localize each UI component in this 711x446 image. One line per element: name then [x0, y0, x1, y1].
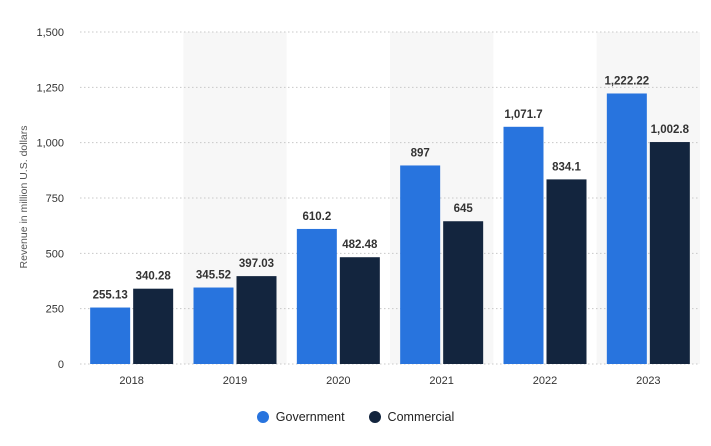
y-tick-label: 250 — [46, 304, 64, 316]
bars: 255.13 340.28 345.52 397.03 610.2 482.48 897 64… — [90, 75, 690, 365]
bar-government-2023 — [606, 93, 647, 365]
y-tick-label: 500 — [46, 248, 64, 260]
x-tick-label: 2023 — [636, 375, 660, 387]
legend-swatch-government — [256, 411, 269, 423]
legend-item-commercial[interactable]: Commercial — [368, 410, 455, 424]
gridlines — [80, 31, 700, 365]
data-label: 610.2 — [302, 211, 331, 223]
bar-government-2019 — [193, 287, 234, 364]
bar-commercial-2020 — [339, 257, 380, 364]
bar-commercial-2018 — [133, 288, 174, 364]
data-label: 345.52 — [196, 270, 231, 282]
x-tick-label: 2022 — [533, 375, 557, 387]
x-tick-label: 2018 — [119, 375, 143, 387]
data-label: 645 — [454, 203, 474, 215]
x-tick-label: 2019 — [223, 375, 247, 387]
bar-commercial-2021 — [443, 221, 484, 364]
data-label: 397.03 — [239, 258, 274, 270]
x-axis-ticks: 2018 2019 2020 2021 2022 2023 — [119, 375, 660, 387]
bar-commercial-2019 — [236, 276, 277, 364]
legend: Government Commercial — [0, 410, 711, 424]
bar-government-2020 — [296, 228, 337, 364]
bar-government-2022 — [503, 126, 544, 365]
y-tick-label: 750 — [46, 193, 64, 205]
y-tick-label: 1,500 — [36, 27, 64, 39]
legend-swatch-commercial — [368, 411, 381, 423]
y-axis-label: Revenue in million U.S. dollars — [18, 126, 30, 269]
y-axis-ticks: 0 250 500 750 1,000 1,250 1,500 — [36, 27, 64, 371]
x-tick-label: 2020 — [326, 375, 350, 387]
data-label: 897 — [411, 147, 430, 159]
y-tick-label: 1,000 — [36, 138, 64, 150]
data-label: 482.48 — [342, 239, 378, 251]
data-label: 834.1 — [552, 161, 581, 173]
bar-government-2021 — [400, 165, 441, 364]
data-label: 255.13 — [93, 290, 128, 302]
x-tick-label: 2021 — [429, 375, 453, 387]
data-label: 1,002.8 — [651, 124, 690, 136]
legend-label-government: Government — [275, 410, 345, 424]
data-label: 1,071.7 — [504, 109, 542, 121]
bar-government-2018 — [90, 307, 131, 364]
data-label: 1,222.22 — [604, 75, 649, 87]
bar-commercial-2022 — [546, 179, 587, 364]
legend-item-government[interactable]: Government — [256, 410, 345, 424]
data-label: 340.28 — [136, 271, 172, 283]
y-tick-label: 1,250 — [36, 82, 64, 94]
bar-commercial-2023 — [649, 142, 690, 364]
revenue-bar-chart: 0 250 500 750 1,000 1,250 1,500 Revenue in mil… — [18, 27, 700, 387]
y-tick-label: 0 — [58, 359, 64, 371]
legend-label-commercial: Commercial — [387, 410, 455, 424]
